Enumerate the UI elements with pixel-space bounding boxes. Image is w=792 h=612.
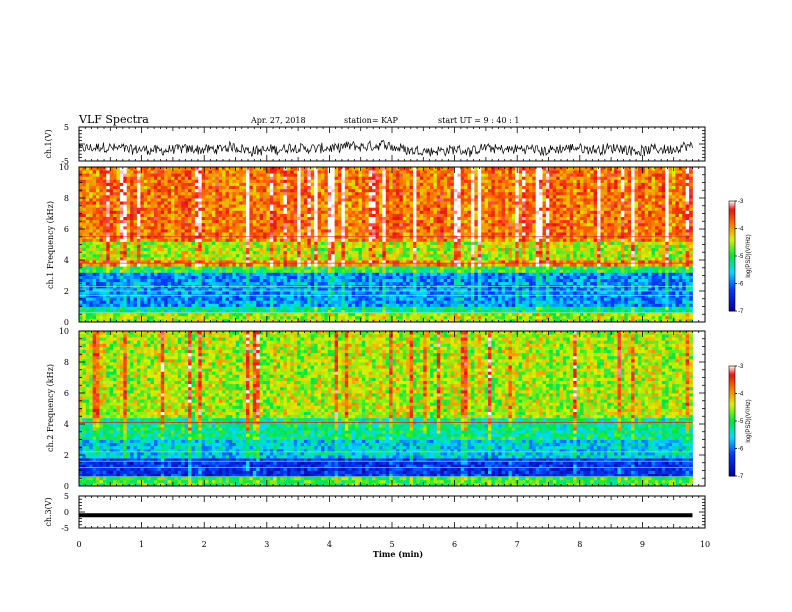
- xaxis-tick-label: 1: [139, 540, 144, 549]
- colorbar-tick-label: -5: [738, 254, 744, 260]
- chart-start-time: start UT = 9 : 40 : 1: [438, 116, 519, 125]
- ch3-voltage-panel: 5 0 -5 ch.3(V): [44, 492, 706, 533]
- xaxis-tick-label: 2: [202, 540, 207, 549]
- ch1-voltage-ytick-label: 5: [64, 123, 69, 132]
- chart-title: VLF Spectra: [78, 113, 149, 126]
- colorbar-tick-label: -7: [738, 309, 744, 315]
- spectrogram-ytick-label: 2: [64, 287, 69, 296]
- colorbar-tick-label: -7: [738, 474, 744, 480]
- ch3-voltage-ytick-label: 5: [64, 492, 69, 501]
- spectrogram-ytick-label: 8: [64, 358, 69, 367]
- spectrogram-ytick-label: 2: [64, 451, 69, 460]
- ch1-voltage-ytick-label: -5: [61, 157, 69, 166]
- ch1-voltage-trace: [78, 139, 693, 158]
- xaxis-tick-label: 8: [577, 540, 582, 549]
- chart-station: station= KAP: [344, 116, 399, 125]
- xaxis-tick-label: 6: [452, 540, 457, 549]
- ch3-voltage-ylabel: ch.3(V): [44, 497, 53, 526]
- colorbar-tick-label: -4: [738, 392, 744, 398]
- ch2-colorbar: -3 -4 -5 -6 -7: [728, 364, 744, 480]
- xaxis-tick-label: 5: [389, 540, 394, 549]
- ch2-spectrogram-ylabel: ch.2 Frequency (kHz): [46, 364, 55, 452]
- spectrogram-ytick-label: 10: [59, 327, 69, 336]
- colorbar-tick-label: -3: [738, 364, 744, 370]
- ch1-spectrogram-ylabel: ch.1 Frequency (kHz): [46, 201, 55, 289]
- ch1-voltage-panel: 5 -5 ch.1(V): [44, 123, 706, 166]
- spectrogram-ytick-label: 6: [64, 389, 69, 398]
- spectrogram-ytick-label: 4: [64, 420, 69, 429]
- ch2-spectrogram-panel: 0 2 4 6 8 10 ch.2 Frequency (kHz): [46, 327, 706, 491]
- ch3-voltage-ytick-label: 0: [64, 508, 69, 517]
- ch1-spectrogram-panel: 0 2 4 6 8 10 ch.1 Frequency (kHz): [46, 163, 706, 327]
- spectrogram-ytick-label: 8: [64, 194, 69, 203]
- colorbar-tick-label: -3: [738, 199, 744, 205]
- spectrogram-ytick-label: 4: [64, 256, 69, 265]
- spectrogram-ytick-label: 0: [64, 318, 69, 327]
- ch1-colorbar-label: log(PSD)(V²/Hz): [746, 234, 752, 277]
- ch1-colorbar: -3 -4 -5 -6 -7: [728, 199, 744, 315]
- spectrogram-ytick-label: 6: [64, 225, 69, 234]
- xaxis-tick-label: 10: [700, 540, 710, 549]
- xaxis-tick-label: 4: [327, 540, 332, 549]
- ch3-voltage-ytick-label: -5: [61, 524, 69, 533]
- xaxis-tick-label: 7: [515, 540, 520, 549]
- colorbar-tick-label: -4: [738, 227, 744, 233]
- ch1-spectrogram-image: [79, 167, 693, 323]
- colorbar-tick-label: -5: [738, 419, 744, 425]
- chart-date: Apr. 27, 2018: [250, 116, 306, 125]
- ch1-voltage-ylabel: ch.1(V): [44, 129, 53, 158]
- xaxis-tick-label: 9: [640, 540, 645, 549]
- colorbar-tick-label: -6: [738, 447, 744, 453]
- time-axis: 0 1 2 3 4 5 6 7 8 9 10: [76, 127, 710, 549]
- ch2-spectrogram-image: [79, 331, 693, 487]
- xaxis-tick-label: 3: [264, 540, 269, 549]
- spectrogram-ytick-label: 0: [64, 482, 69, 491]
- xaxis-label: Time (min): [373, 549, 423, 559]
- xaxis-tick-label: 0: [76, 540, 81, 549]
- ch2-colorbar-label: log(PSD)(V²/Hz): [746, 399, 752, 442]
- colorbar-tick-label: -6: [738, 282, 744, 288]
- spectrogram-ytick-label: 10: [59, 163, 69, 172]
